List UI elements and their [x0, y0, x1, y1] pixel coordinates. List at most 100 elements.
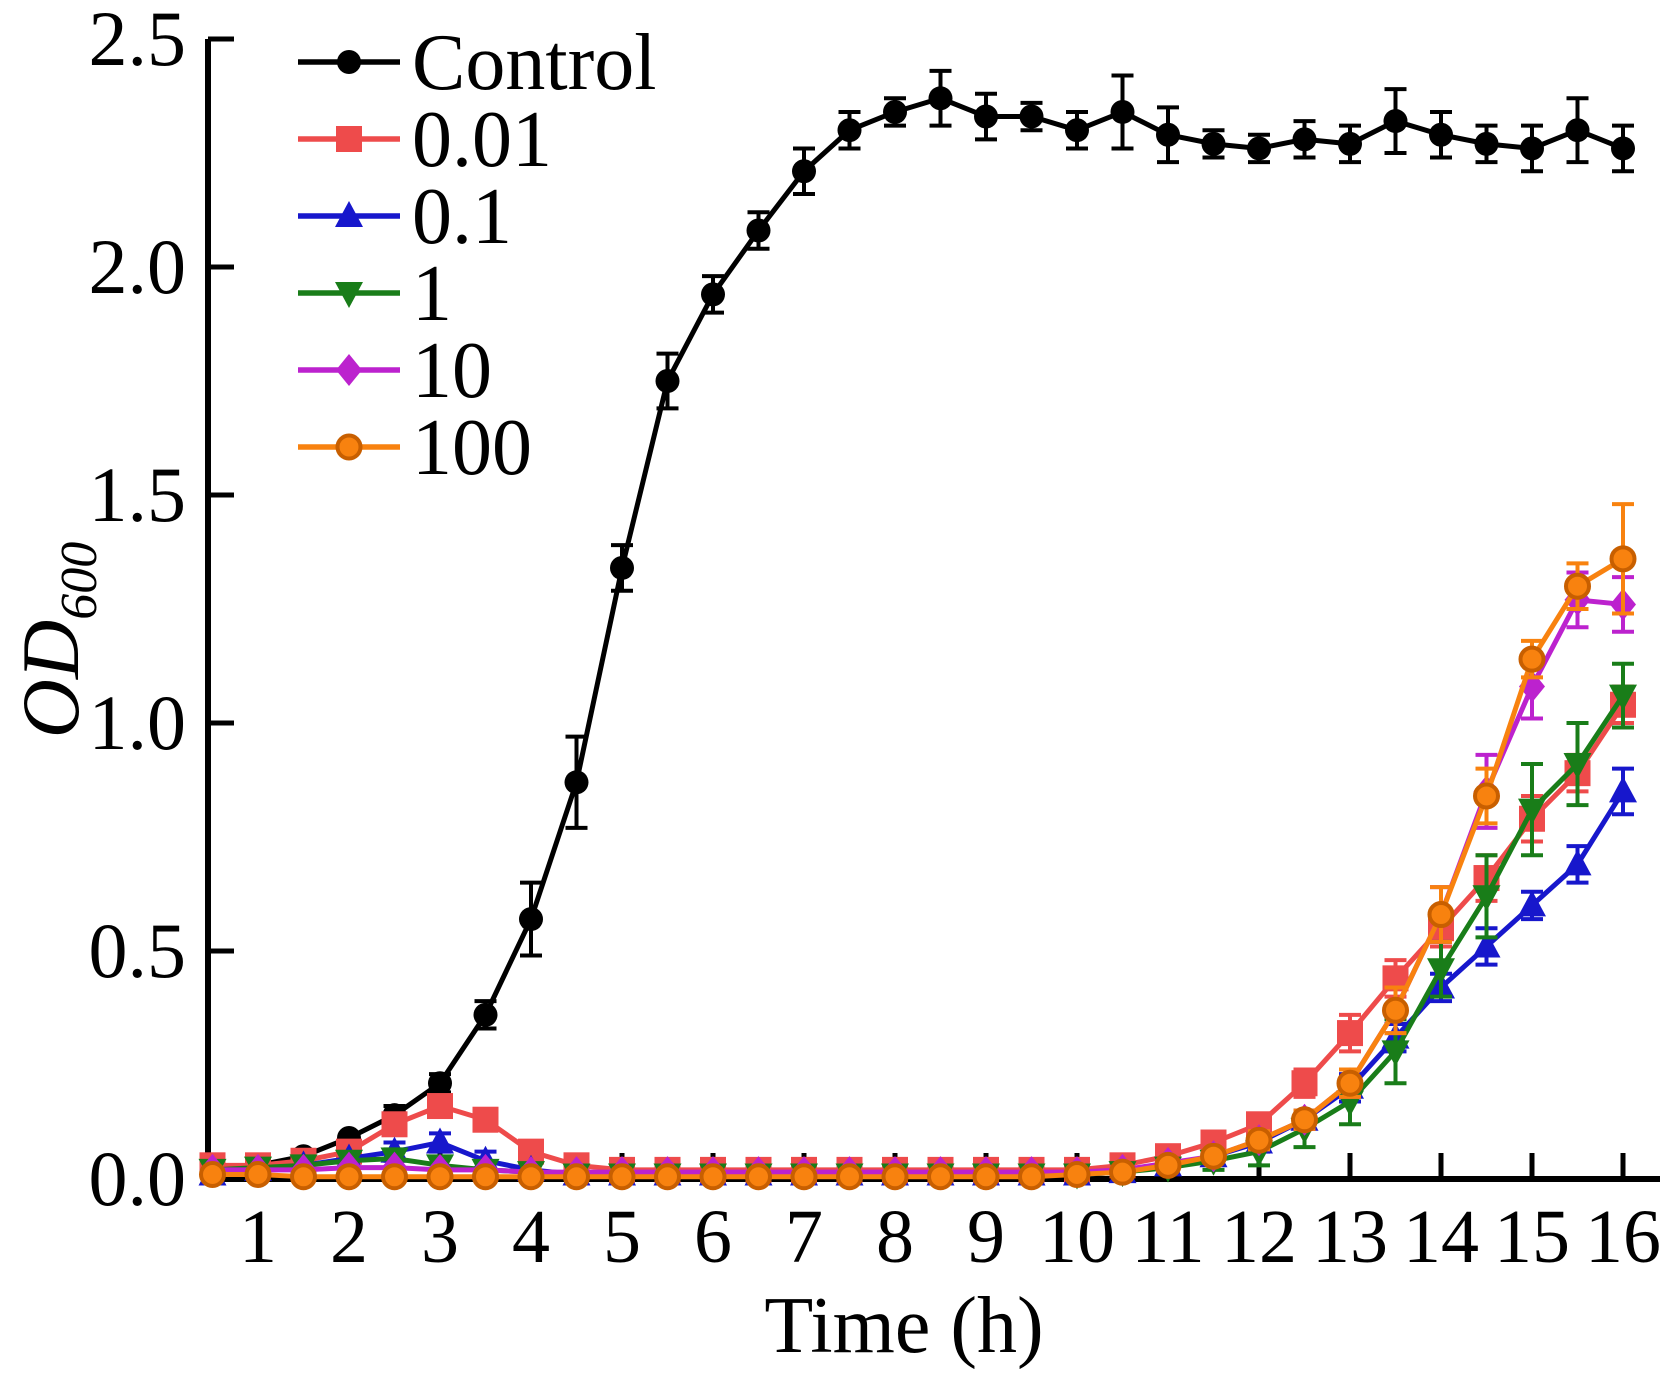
data-point-marker [1063, 1160, 1091, 1188]
data-point-marker [746, 218, 771, 243]
x-tick-labels: 1 2 3 4 5 6 7 8 9 10 11 12 13 14 15 16 [239, 1195, 1661, 1279]
data-point-marker [792, 159, 816, 184]
data-point-marker [654, 1163, 681, 1191]
data-point-marker [1563, 849, 1592, 876]
legend-label: Control [412, 19, 656, 107]
data-point-marker [1154, 1151, 1182, 1179]
data-point-marker [1609, 776, 1637, 803]
data-point-marker [790, 1163, 818, 1191]
series-0.1 [198, 766, 1637, 1186]
data-point-marker [1291, 1070, 1318, 1097]
x-tick-label: 12 [1221, 1195, 1297, 1279]
data-point-marker [745, 1163, 772, 1191]
data-point-marker [336, 354, 362, 386]
data-point-marker [244, 1160, 272, 1188]
data-point-marker [1565, 118, 1590, 143]
data-point-marker [427, 1093, 453, 1120]
data-point-marker [1019, 104, 1044, 129]
y-tick-label: 0.5 [89, 907, 187, 994]
data-point-marker [290, 1163, 317, 1191]
data-point-marker [381, 1163, 408, 1191]
data-point-marker [1518, 798, 1546, 825]
data-point-marker [1427, 958, 1455, 985]
series-100 [199, 502, 1637, 1191]
data-point-marker [1429, 122, 1453, 147]
y-tick-label: 1.5 [89, 451, 187, 538]
data-point-marker [473, 1002, 498, 1027]
data-point-marker [426, 1163, 454, 1191]
data-point-marker [1611, 136, 1635, 161]
legend-item-100: 100 [298, 404, 532, 492]
legend-label: 100 [412, 404, 532, 492]
data-point-marker [1018, 1163, 1045, 1191]
data-point-marker [608, 1163, 636, 1191]
x-tick-label: 3 [421, 1195, 459, 1279]
x-tick-label: 7 [785, 1195, 823, 1279]
y-tick-label: 2.5 [89, 0, 187, 82]
data-point-marker [1247, 136, 1271, 161]
data-point-marker [881, 1163, 909, 1191]
series-line [212, 790, 1626, 1177]
data-point-marker [1245, 1126, 1273, 1154]
data-point-marker [1156, 122, 1180, 147]
data-point-marker [837, 118, 862, 143]
data-point-marker [972, 1163, 1000, 1191]
x-tick-label: 4 [512, 1195, 550, 1279]
y-tick-label: 0.0 [89, 1135, 187, 1222]
series-10 [199, 570, 1636, 1189]
x-tick-label: 10 [1039, 1195, 1115, 1279]
y-tick-labels: 0.0 0.5 1.0 1.5 2.0 2.5 [89, 0, 187, 1222]
data-point-marker [1065, 118, 1089, 143]
legend-item-10: 10 [298, 327, 492, 415]
x-tick-label: 1 [239, 1195, 277, 1279]
data-point-marker [335, 433, 363, 461]
series-line [212, 694, 1626, 1177]
x-tick-label: 6 [694, 1195, 732, 1279]
data-point-marker [1338, 131, 1362, 156]
data-point-marker [1427, 901, 1455, 929]
y-axis-title: OD600 [5, 542, 108, 738]
legend-label: 1 [412, 250, 452, 338]
data-point-marker [1563, 753, 1592, 780]
data-point-marker [1472, 885, 1501, 912]
data-point-marker [1381, 1040, 1410, 1067]
data-point-marker [974, 104, 998, 129]
y-tick-label: 1.0 [89, 679, 187, 766]
data-point-marker [610, 555, 634, 580]
x-tick-label: 9 [967, 1195, 1005, 1279]
series-line [212, 703, 1626, 1173]
data-point-marker [1564, 572, 1591, 600]
data-point-marker [928, 86, 953, 111]
data-point-marker [1472, 931, 1501, 958]
data-point-marker [335, 282, 363, 308]
data-point-marker [1473, 782, 1500, 810]
data-point-marker [472, 1163, 499, 1191]
data-point-marker [1609, 684, 1637, 711]
legend-item-Control: Control [298, 19, 656, 107]
data-point-marker [1383, 109, 1408, 134]
x-tick-label: 2 [330, 1195, 368, 1279]
legend-item-0.01: 0.01 [298, 96, 552, 184]
data-point-marker [1518, 890, 1546, 917]
data-point-marker [1518, 645, 1546, 673]
legend-label: 0.01 [412, 96, 552, 184]
x-tick-label: 11 [1131, 1195, 1204, 1279]
series-line [212, 556, 1625, 1180]
data-point-marker [655, 369, 680, 393]
x-tick-label: 14 [1403, 1195, 1479, 1279]
data-point-marker [336, 126, 362, 152]
data-point-marker [563, 1163, 590, 1191]
data-point-marker [1336, 1069, 1364, 1097]
data-point-marker [1201, 131, 1226, 156]
data-point-marker [335, 201, 363, 227]
x-axis-title: Time (h) [764, 1282, 1043, 1369]
data-point-marker [836, 1163, 863, 1191]
data-point-marker [927, 1163, 954, 1191]
legend-item-1: 1 [298, 250, 452, 338]
data-point-marker [1382, 996, 1409, 1024]
data-point-marker [337, 50, 361, 74]
data-point-marker [1292, 127, 1317, 152]
data-point-marker [428, 1071, 452, 1096]
